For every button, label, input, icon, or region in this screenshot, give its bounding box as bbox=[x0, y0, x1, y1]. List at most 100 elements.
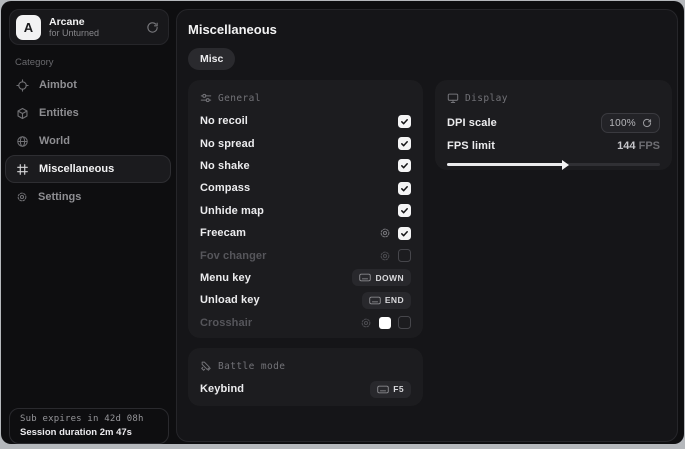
checkbox[interactable] bbox=[398, 137, 411, 151]
sidebar-item-entities[interactable]: Entities bbox=[5, 99, 171, 127]
section-title: General bbox=[218, 92, 261, 104]
setting-label: Compass bbox=[200, 182, 251, 195]
keyboard-icon bbox=[369, 296, 381, 305]
sword-icon bbox=[200, 360, 212, 372]
keybind-button[interactable]: END bbox=[361, 291, 411, 309]
setting-row: Keybind F5 bbox=[200, 378, 411, 400]
setting-controls bbox=[398, 137, 411, 151]
setting-controls: END bbox=[361, 291, 411, 309]
session-duration-text: Session duration 2m 47s bbox=[20, 427, 132, 439]
setting-label: Unhide map bbox=[200, 204, 264, 217]
setting-row: Menu key DOWN bbox=[200, 267, 411, 289]
checkbox[interactable] bbox=[398, 181, 411, 195]
subscription-box: Sub expires in 42d 08h Session duration … bbox=[9, 408, 169, 444]
general-rows: No recoil No spread No shake Compass Unhide … bbox=[200, 110, 411, 334]
globe-icon bbox=[16, 135, 29, 148]
setting-controls: DOWN bbox=[352, 269, 411, 287]
sidebar-item-settings[interactable]: Settings bbox=[5, 183, 171, 211]
color-swatch[interactable] bbox=[379, 316, 391, 329]
setting-label: Unload key bbox=[200, 294, 260, 307]
monitor-icon bbox=[447, 92, 459, 104]
checkbox[interactable] bbox=[398, 204, 411, 218]
gear-icon[interactable] bbox=[360, 317, 372, 329]
category-label: Category bbox=[15, 57, 54, 68]
avatar: A bbox=[16, 14, 41, 40]
section-title: Battle mode bbox=[218, 360, 286, 372]
checkbox[interactable] bbox=[398, 316, 411, 330]
app-title: Arcane bbox=[49, 15, 85, 28]
entities-icon bbox=[16, 107, 29, 120]
setting-label: No recoil bbox=[200, 115, 248, 128]
setting-controls bbox=[398, 114, 411, 128]
general-section: General No recoil No spread No shake Compas… bbox=[188, 80, 423, 338]
grid-icon bbox=[16, 163, 29, 176]
checkbox[interactable] bbox=[398, 159, 411, 173]
sub-expiry-text: Sub expires in 42d 08h bbox=[20, 414, 144, 424]
dpi-scale-row: DPI scale 100% bbox=[447, 110, 660, 136]
tab-misc[interactable]: Misc bbox=[188, 48, 236, 70]
page-title: Miscellaneous bbox=[188, 22, 277, 37]
display-section: Display DPI scale 100% FPS limit 144 bbox=[435, 80, 672, 170]
sidebar-item-label: Miscellaneous bbox=[39, 163, 115, 175]
setting-row: Crosshair bbox=[200, 312, 411, 334]
section-title: Display bbox=[465, 92, 508, 104]
crosshair-icon bbox=[16, 78, 29, 92]
app-header-card: A Arcane for Unturned bbox=[9, 9, 169, 45]
keyboard-icon bbox=[359, 273, 372, 282]
checkbox[interactable] bbox=[398, 226, 411, 240]
setting-row: No shake bbox=[200, 155, 411, 177]
sidebar-item-label: Entities bbox=[39, 107, 79, 119]
setting-label: No shake bbox=[200, 159, 250, 172]
sync-icon[interactable] bbox=[146, 21, 159, 34]
setting-row: No spread bbox=[200, 132, 411, 154]
setting-label: Menu key bbox=[200, 271, 251, 284]
sidebar-nav: Aimbot Entities World Miscellaneous Settings bbox=[5, 71, 171, 211]
setting-label: Fov changer bbox=[200, 249, 267, 262]
battle-rows: Keybind F5 bbox=[200, 378, 411, 400]
tab-bar: Misc bbox=[188, 48, 236, 70]
checkbox[interactable] bbox=[398, 114, 411, 128]
sidebar-item-label: Settings bbox=[38, 191, 82, 203]
keybind-button[interactable]: F5 bbox=[370, 380, 411, 398]
sidebar-item-aimbot[interactable]: Aimbot bbox=[5, 71, 171, 99]
setting-row: Unload key END bbox=[200, 289, 411, 311]
keybind-button[interactable]: DOWN bbox=[352, 269, 411, 287]
setting-row: Freecam bbox=[200, 222, 411, 244]
sidebar-item-miscellaneous[interactable]: Miscellaneous bbox=[5, 155, 171, 183]
slider-thumb[interactable] bbox=[562, 159, 570, 170]
setting-controls bbox=[379, 226, 411, 240]
setting-label: No spread bbox=[200, 137, 255, 150]
fps-limit-row: FPS limit 144 FPS bbox=[447, 136, 660, 156]
setting-row: Unhide map bbox=[200, 200, 411, 222]
sidebar-item-label: Aimbot bbox=[39, 79, 77, 91]
checkbox[interactable] bbox=[398, 249, 411, 263]
sliders-icon bbox=[200, 92, 212, 104]
setting-controls bbox=[379, 249, 411, 263]
gear-icon[interactable] bbox=[379, 227, 391, 239]
fps-limit-value: 144 FPS bbox=[617, 140, 660, 152]
setting-row: Fov changer bbox=[200, 244, 411, 266]
dpi-scale-value: 100% bbox=[609, 117, 636, 129]
setting-controls bbox=[398, 159, 411, 173]
refresh-icon[interactable] bbox=[642, 118, 652, 128]
setting-label: Freecam bbox=[200, 227, 246, 240]
keyboard-icon bbox=[377, 385, 389, 394]
dpi-scale-control[interactable]: 100% bbox=[601, 113, 660, 133]
main-panel: Miscellaneous Misc General No recoil No s… bbox=[176, 9, 678, 442]
fps-limit-slider[interactable] bbox=[447, 159, 660, 170]
keybind-value: DOWN bbox=[375, 272, 404, 283]
setting-label: Keybind bbox=[200, 383, 245, 396]
setting-row: Compass bbox=[200, 177, 411, 199]
gear-icon[interactable] bbox=[379, 250, 391, 262]
setting-controls bbox=[398, 204, 411, 218]
sidebar-item-label: World bbox=[39, 135, 70, 147]
setting-controls: F5 bbox=[370, 380, 411, 398]
slider-fill bbox=[447, 163, 565, 166]
setting-controls bbox=[360, 316, 411, 330]
gear-icon bbox=[16, 191, 28, 203]
setting-label: Crosshair bbox=[200, 316, 253, 329]
sidebar: A Arcane for Unturned Category Aimbot Ent… bbox=[1, 1, 176, 444]
app-subtitle: for Unturned bbox=[49, 27, 100, 38]
sidebar-item-world[interactable]: World bbox=[5, 127, 171, 155]
